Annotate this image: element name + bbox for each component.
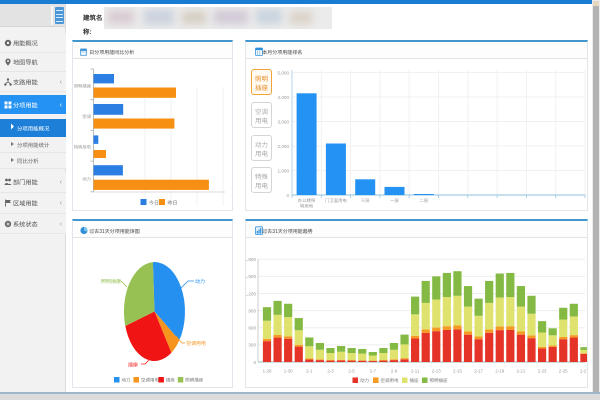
svg-text:2-15: 2-15	[453, 369, 462, 375]
svg-text:2-11: 2-11	[411, 369, 420, 375]
svg-text:900: 900	[248, 308, 256, 314]
svg-text:插座: 插座	[166, 378, 175, 384]
svg-text:一层: 一层	[390, 198, 399, 204]
svg-text:空调: 空调	[82, 114, 91, 120]
svg-text:办公楼照: 办公楼照	[298, 198, 316, 204]
svg-text:1,800: 1,800	[246, 257, 256, 263]
svg-text:2-21: 2-21	[517, 369, 526, 375]
svg-text:空调用电: 空调用电	[381, 378, 399, 384]
svg-text:1,500: 1,500	[246, 274, 256, 280]
svg-text:2-17: 2-17	[474, 369, 483, 375]
svg-text:空调用电: 空调用电	[186, 340, 206, 347]
svg-text:插座: 插座	[128, 362, 138, 369]
svg-text:二层: 二层	[419, 198, 428, 204]
svg-text:2-7: 2-7	[370, 369, 377, 375]
svg-text:空调用电: 空调用电	[141, 378, 159, 384]
svg-text:1,000: 1,000	[278, 168, 290, 174]
svg-text:2-13: 2-13	[432, 369, 441, 375]
svg-text:2-23: 2-23	[538, 369, 547, 375]
svg-text:2-9: 2-9	[391, 369, 398, 375]
svg-text:照明插座: 照明插座	[430, 378, 448, 384]
svg-text:2,000: 2,000	[278, 144, 290, 150]
svg-text:门卫室用电: 门卫室用电	[325, 198, 348, 204]
svg-text:0: 0	[286, 193, 289, 199]
svg-text:照明插座: 照明插座	[101, 278, 121, 285]
svg-text:3,000: 3,000	[278, 119, 290, 125]
svg-text:2-25: 2-25	[559, 369, 568, 375]
svg-text:今日: 今日	[149, 200, 159, 207]
svg-text:照明插座: 照明插座	[185, 378, 203, 384]
svg-text:600: 600	[248, 326, 256, 332]
svg-text:特殊用电: 特殊用电	[74, 145, 92, 151]
svg-text:1,200: 1,200	[246, 291, 256, 297]
svg-text:2-1: 2-1	[306, 369, 313, 375]
svg-text:动力: 动力	[195, 278, 205, 285]
svg-text:动力: 动力	[360, 378, 369, 384]
svg-text:昨日: 昨日	[168, 200, 178, 207]
svg-text:明用电: 明用电	[300, 204, 314, 210]
svg-text:5,000: 5,000	[278, 70, 290, 76]
svg-text:动力: 动力	[122, 378, 131, 384]
svg-text:照明插座: 照明插座	[74, 84, 92, 90]
svg-text:2-5: 2-5	[348, 369, 355, 375]
svg-text:1-28: 1-28	[263, 369, 272, 375]
svg-text:4,000: 4,000	[278, 95, 290, 101]
svg-text:2-19: 2-19	[495, 369, 504, 375]
svg-text:插座: 插座	[410, 378, 419, 384]
svg-text:2-27: 2-27	[580, 369, 587, 375]
svg-text:2-3: 2-3	[327, 369, 334, 375]
svg-text:300: 300	[248, 343, 256, 349]
svg-text:动力: 动力	[82, 177, 91, 183]
svg-text:三层: 三层	[361, 198, 370, 204]
svg-text:0: 0	[253, 360, 256, 366]
svg-text:1-30: 1-30	[284, 369, 293, 375]
